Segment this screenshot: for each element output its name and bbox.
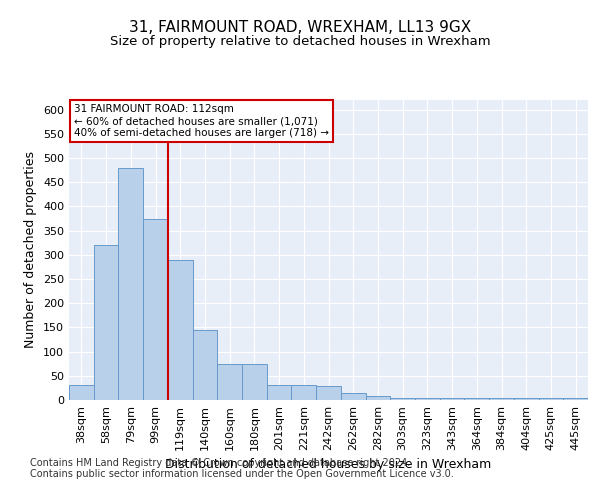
Bar [168,260,193,400]
Bar [193,330,217,400]
Bar [415,398,440,400]
Text: Size of property relative to detached houses in Wrexham: Size of property relative to detached ho… [110,34,490,48]
Text: 31 FAIRMOUNT ROAD: 112sqm
← 60% of detached houses are smaller (1,071)
40% of se: 31 FAIRMOUNT ROAD: 112sqm ← 60% of detac… [74,104,329,138]
Bar [217,364,242,400]
Bar [390,398,415,400]
X-axis label: Distribution of detached houses by size in Wrexham: Distribution of detached houses by size … [166,458,491,471]
Bar [539,398,563,400]
Bar [69,386,94,400]
Bar [118,168,143,400]
Text: 31, FAIRMOUNT ROAD, WREXHAM, LL13 9GX: 31, FAIRMOUNT ROAD, WREXHAM, LL13 9GX [129,20,471,35]
Y-axis label: Number of detached properties: Number of detached properties [25,152,37,348]
Bar [563,398,588,400]
Bar [514,398,539,400]
Bar [94,245,118,400]
Bar [316,386,341,400]
Bar [440,398,464,400]
Bar [341,392,365,400]
Text: Contains HM Land Registry data © Crown copyright and database right 2024.
Contai: Contains HM Land Registry data © Crown c… [30,458,454,479]
Bar [365,396,390,400]
Bar [464,398,489,400]
Bar [143,218,168,400]
Bar [489,398,514,400]
Bar [242,364,267,400]
Bar [267,386,292,400]
Bar [292,386,316,400]
